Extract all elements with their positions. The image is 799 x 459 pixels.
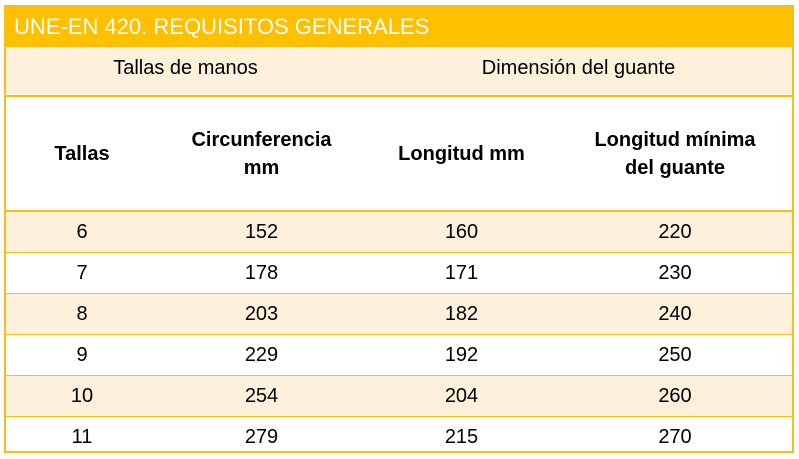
requirements-table: UNE-EN 420. REQUISITOS GENERALES Tallas … bbox=[4, 5, 794, 453]
cell-circumference: 229 bbox=[244, 343, 279, 366]
cell-size: 6 bbox=[76, 220, 88, 243]
table-row: 6 152 160 220 bbox=[6, 212, 792, 253]
group-header-row: Tallas de manos Dimensión del guante bbox=[6, 47, 792, 97]
column-header-sizes: Tallas bbox=[54, 142, 110, 165]
cell-circumference: 279 bbox=[244, 426, 279, 448]
cell-min-glove-length: 220 bbox=[658, 220, 692, 243]
table-row: 9 229 192 250 bbox=[6, 335, 792, 376]
table-row: 10 254 204 260 bbox=[6, 376, 792, 417]
cell-size: 7 bbox=[76, 261, 88, 284]
cell-circumference: 178 bbox=[244, 261, 279, 284]
cell-size: 11 bbox=[71, 426, 93, 448]
cell-min-glove-length: 270 bbox=[658, 426, 692, 448]
cell-length: 160 bbox=[444, 220, 479, 243]
column-header-length: Longitud mm bbox=[398, 142, 525, 165]
column-header-row: Tallas Circunferencia mm Longitud mm Lon… bbox=[6, 97, 792, 212]
cell-size: 8 bbox=[76, 302, 88, 325]
table-row: 8 203 182 240 bbox=[6, 294, 792, 335]
cell-circumference: 152 bbox=[244, 220, 279, 243]
cell-min-glove-length: 230 bbox=[658, 261, 692, 284]
cell-length: 182 bbox=[444, 302, 479, 325]
cell-min-glove-length: 250 bbox=[658, 343, 692, 366]
group-header-hand-sizes: Tallas de manos bbox=[113, 56, 258, 79]
cell-length: 192 bbox=[444, 343, 479, 366]
cell-length: 215 bbox=[444, 426, 479, 448]
table-title: UNE-EN 420. REQUISITOS GENERALES bbox=[6, 7, 792, 47]
cell-circumference: 254 bbox=[244, 384, 279, 407]
cell-length: 204 bbox=[444, 384, 479, 407]
column-header-circumference: Circunferencia mm bbox=[191, 128, 332, 179]
column-header-min-glove-length: Longitud mínima del guante bbox=[594, 128, 756, 179]
group-header-glove-dimension: Dimensión del guante bbox=[481, 56, 676, 79]
cell-size: 10 bbox=[70, 384, 94, 407]
table-row: 7 178 171 230 bbox=[6, 253, 792, 294]
cell-min-glove-length: 240 bbox=[658, 302, 692, 325]
table-body: 6 152 160 220 7 178 171 230 8 203 182 24… bbox=[6, 212, 792, 458]
cell-length: 171 bbox=[444, 261, 479, 284]
cell-min-glove-length: 260 bbox=[658, 384, 692, 407]
cell-size: 9 bbox=[76, 343, 88, 366]
cell-circumference: 203 bbox=[244, 302, 279, 325]
table-row: 11 279 215 270 bbox=[6, 417, 792, 458]
